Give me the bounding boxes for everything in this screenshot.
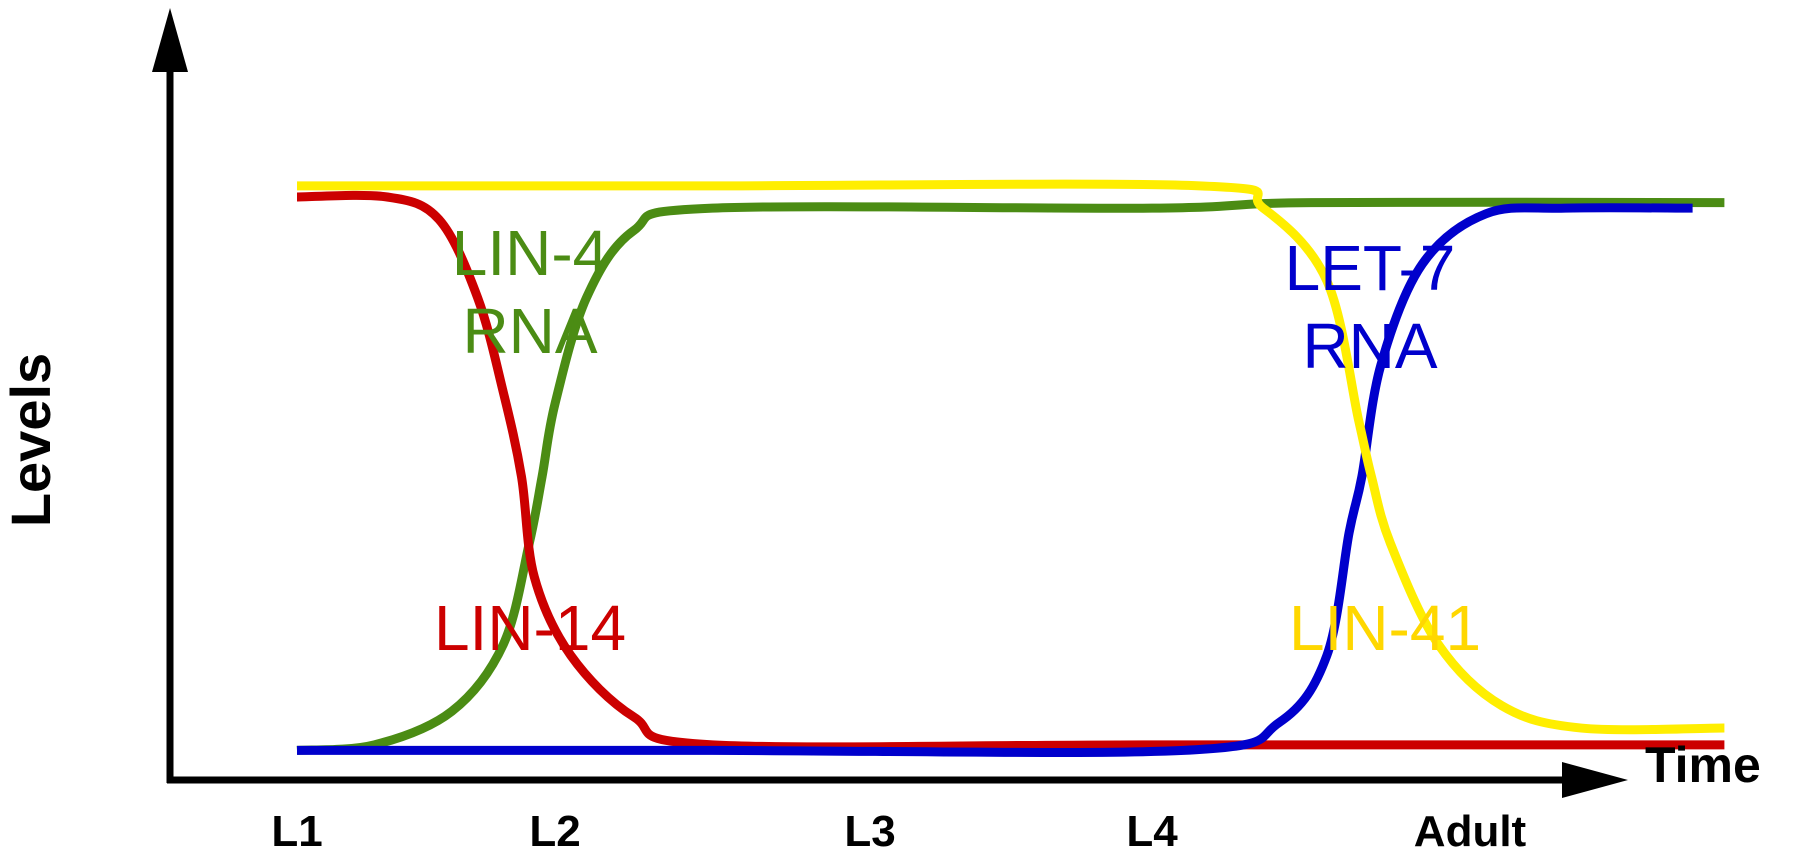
let7-label-line2: RNA xyxy=(1302,310,1437,382)
x-tick-label: L1 xyxy=(271,807,322,856)
lin4-label-line2: RNA xyxy=(462,295,597,367)
x-tick-label: L2 xyxy=(529,807,580,856)
x-tick-label: Adult xyxy=(1414,807,1527,856)
y-axis-title: Levels xyxy=(0,353,62,527)
x-axis-title: Time xyxy=(1645,737,1761,793)
axes: L1 L2 L3 L4 Adult xyxy=(152,8,1628,856)
let7-label-line1: LET-7 xyxy=(1285,232,1456,304)
lin14-label: LIN-14 xyxy=(434,592,626,664)
y-axis-arrow xyxy=(152,8,188,72)
let7-rna-line xyxy=(297,203,1693,757)
x-axis-arrow xyxy=(1562,762,1628,798)
x-tick-label: L4 xyxy=(1126,807,1178,856)
lin4-rna-line xyxy=(296,197,1725,755)
lin14-line xyxy=(296,190,1725,752)
lin41-label: LIN-41 xyxy=(1289,592,1481,664)
x-tick-label: L3 xyxy=(844,807,895,856)
series-layer xyxy=(296,179,1725,757)
lin41-line xyxy=(297,179,1725,735)
lin4-label-line1: LIN-4 xyxy=(452,217,609,289)
